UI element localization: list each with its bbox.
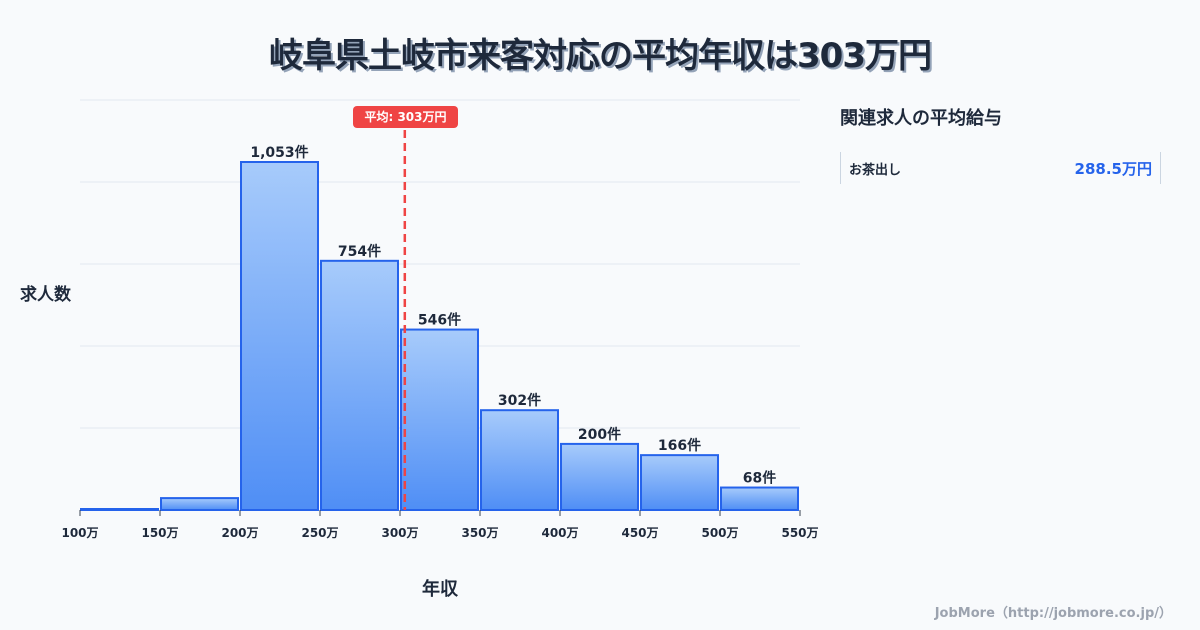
x-tick-label: 450万 xyxy=(621,526,658,540)
histogram-bar[interactable] xyxy=(640,454,719,511)
related-job-salary: 288.5万円 xyxy=(1074,159,1152,178)
histogram-bar[interactable] xyxy=(560,442,639,511)
histogram-bar[interactable] xyxy=(240,161,319,511)
x-tick-label: 100万 xyxy=(61,526,98,540)
bar-value-label: 1,053件 xyxy=(250,144,308,161)
bar-value-label: 68件 xyxy=(743,470,776,487)
chart-canvas: 1,053件 754件 546件 302件 200件 166件 68件 100万 150万 20… xyxy=(61,99,819,540)
x-tick-label: 350万 xyxy=(461,526,498,540)
histogram-bar[interactable] xyxy=(400,328,479,511)
x-axis-label: 年収 xyxy=(422,579,458,600)
x-tick-label: 500万 xyxy=(701,526,738,540)
bar-value-label: 200件 xyxy=(578,426,621,443)
histogram-bar[interactable] xyxy=(80,508,159,511)
related-salary-panel: 関連求人の平均給与 お茶出し 288.5万円 xyxy=(840,104,1170,184)
average-badge: 平均: 303万円 xyxy=(353,106,458,128)
related-job-name: お茶出し xyxy=(849,162,902,178)
bar-value-label: 546件 xyxy=(418,312,461,329)
bars xyxy=(80,161,799,512)
histogram-chart: 1,053件 754件 546件 302件 200件 166件 68件 100万 150万 20… xyxy=(20,99,819,600)
histogram-bar[interactable] xyxy=(720,486,799,512)
x-tick-label: 200万 xyxy=(221,526,258,540)
histogram-bar[interactable] xyxy=(480,409,559,511)
bar-value-label: 166件 xyxy=(658,437,701,454)
x-tick-label: 550万 xyxy=(781,526,818,540)
histogram-bar[interactable] xyxy=(160,497,239,512)
related-salary-title: 関連求人の平均給与 xyxy=(840,108,1002,129)
x-tick-label: 400万 xyxy=(541,526,578,540)
bar-value-label: 302件 xyxy=(498,392,541,409)
bar-value-label: 754件 xyxy=(338,243,381,260)
x-tick-label: 300万 xyxy=(381,526,418,540)
footer-credit: JobMore（http://jobmore.co.jp/） xyxy=(934,606,1172,621)
x-tick-label: 250万 xyxy=(301,526,338,540)
histogram-bar[interactable] xyxy=(320,259,399,511)
page-title: 岐阜県土岐市来客対応の平均年収は303万円 xyxy=(269,36,932,76)
x-axis: 100万 150万 200万 250万 300万 350万 400万 450万 500万 550万 xyxy=(61,510,819,540)
bar-value-labels: 1,053件 754件 546件 302件 200件 166件 68件 xyxy=(250,144,776,487)
related-salary-item[interactable]: お茶出し 288.5万円 xyxy=(840,152,1161,184)
y-axis-label: 求人数 xyxy=(20,285,71,305)
x-tick-label: 150万 xyxy=(141,526,178,540)
